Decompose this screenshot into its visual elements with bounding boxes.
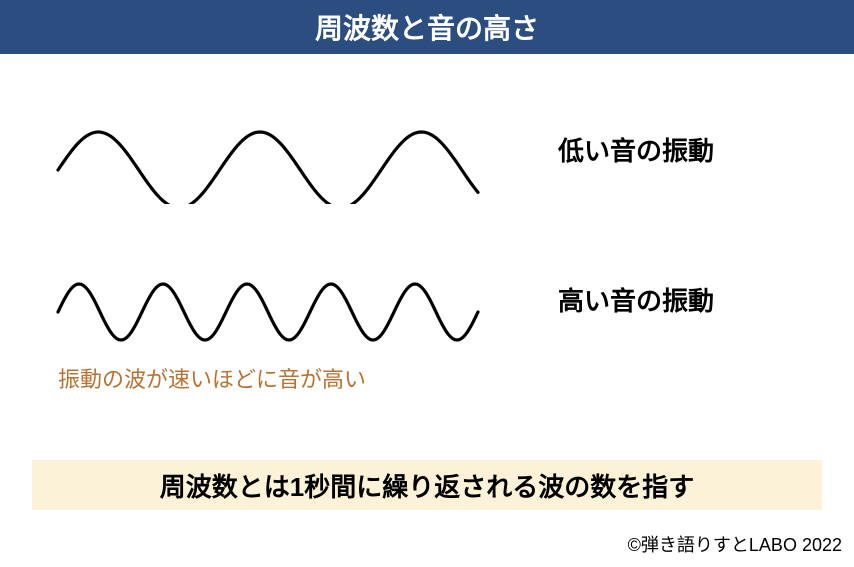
page-title: 周波数と音の高さ	[315, 7, 539, 47]
high-frequency-row: 高い音の振動	[0, 254, 854, 344]
header-bar: 周波数と音の高さ	[0, 0, 854, 54]
low-frequency-wave	[48, 94, 488, 204]
low-frequency-row: 低い音の振動	[0, 94, 854, 204]
copyright-text: ©弾き語りすとLABO 2022	[628, 531, 842, 557]
high-frequency-label: 高い音の振動	[558, 281, 714, 318]
definition-text: 周波数とは1秒間に繰り返される波の数を指す	[160, 467, 694, 504]
definition-bar: 周波数とは1秒間に繰り返される波の数を指す	[32, 460, 822, 510]
wave-caption: 振動の波が速いほどに音が高い	[58, 362, 854, 394]
high-frequency-wave	[48, 254, 488, 344]
low-frequency-label: 低い音の振動	[558, 131, 714, 168]
